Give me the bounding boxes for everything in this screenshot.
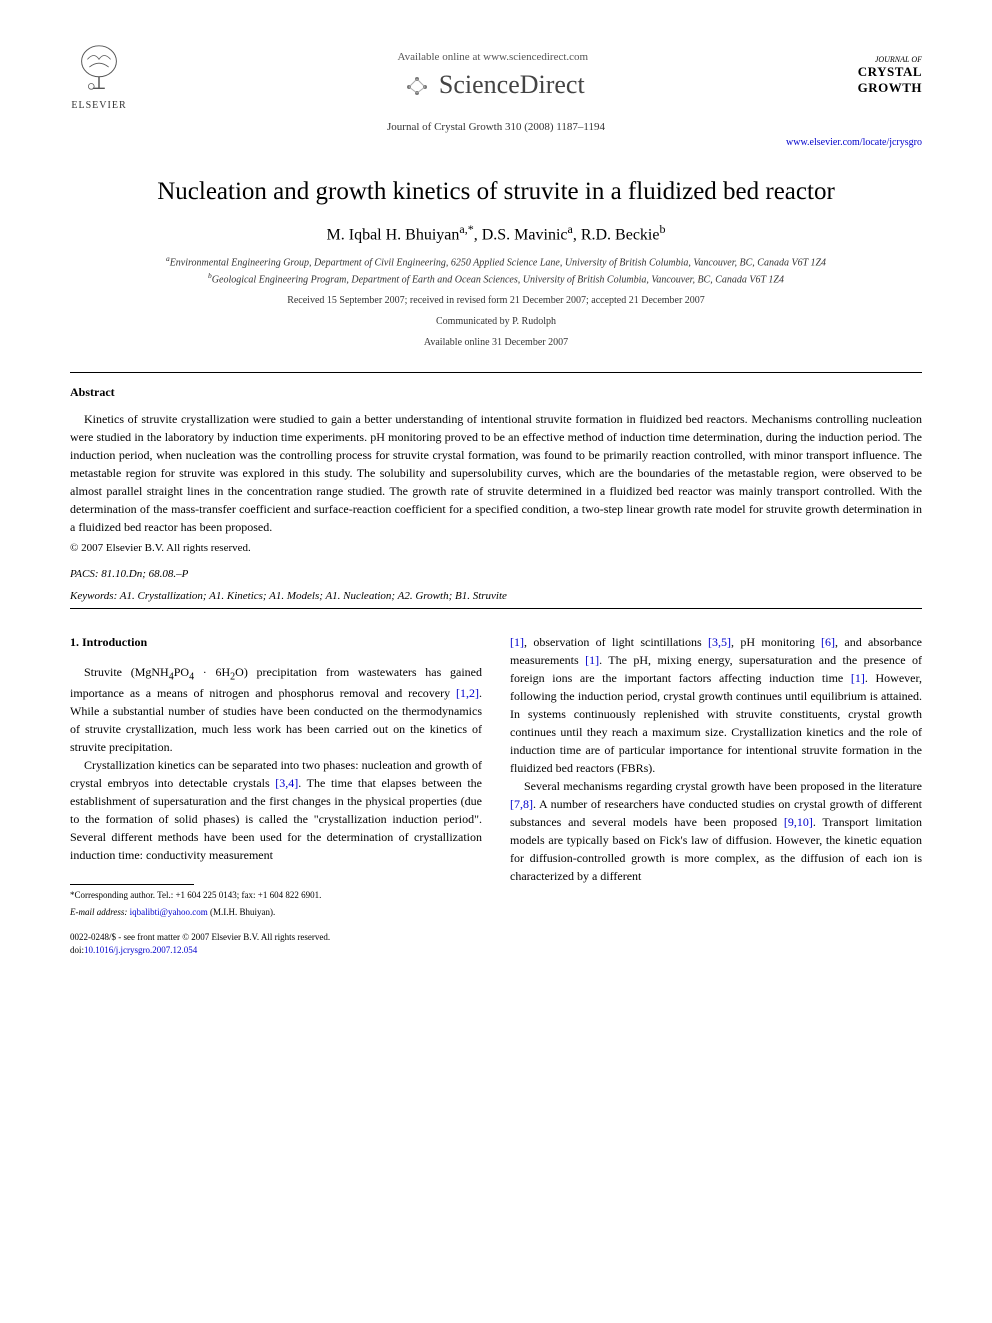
email-label: E-mail address: [70,907,127,917]
article-title: Nucleation and growth kinetics of struvi… [70,178,922,206]
dates-received: Received 15 September 2007; received in … [70,295,922,306]
divider-bottom [70,608,922,609]
left-column: 1. Introduction Struvite (MgNH4PO4 · 6H2… [70,633,482,958]
abstract-heading: Abstract [70,385,922,400]
affiliation-a: aEnvironmental Engineering Group, Depart… [70,254,922,268]
doi-line: doi:10.1016/j.jcrysgro.2007.12.054 [70,944,482,958]
para-left-1: Struvite (MgNH4PO4 · 6H2O) precipitation… [70,663,482,756]
abstract-text: Kinetics of struvite crystallization wer… [70,410,922,536]
ref-link[interactable]: [3,5] [708,635,731,649]
elsevier-label: ELSEVIER [71,100,126,111]
dates-available: Available online 31 December 2007 [70,337,922,348]
footnote-corresponding: *Corresponding author. Tel.: +1 604 225 … [70,889,482,902]
pacs-line: PACS: 81.10.Dn; 68.08.–P [70,568,922,580]
para-right-2: Several mechanisms regarding crystal gro… [510,777,922,885]
affiliation-b-text: Geological Engineering Program, Departme… [212,274,784,285]
para-left-2: Crystallization kinetics can be separate… [70,756,482,864]
center-header: Available online at www.sciencedirect.co… [128,51,858,101]
section-1-heading: 1. Introduction [70,633,482,651]
ref-link[interactable]: [6] [821,635,835,649]
ref-link[interactable]: [1] [510,635,524,649]
keywords-line: Keywords: A1. Crystallization; A1. Kinet… [70,590,922,602]
authors: M. Iqbal H. Bhuiyana,*, D.S. Mavinica, R… [70,222,922,244]
sciencedirect-text: ScienceDirect [439,70,585,100]
affiliation-b: bGeological Engineering Program, Departm… [70,271,922,285]
elsevier-tree-icon [70,40,128,98]
ref-link[interactable]: [1] [585,653,599,667]
ref-link[interactable]: [9,10] [784,815,813,829]
header-row: ELSEVIER Available online at www.science… [70,40,922,111]
footnote-email: E-mail address: iqbalibti@yahoo.com (M.I… [70,906,482,919]
sciencedirect-logo: ScienceDirect [128,69,858,101]
email-link[interactable]: iqbalibti@yahoo.com [130,907,208,917]
journal-link[interactable]: www.elsevier.com/locate/jcrysgro [70,137,922,148]
elsevier-logo: ELSEVIER [70,40,128,111]
doi-link[interactable]: 10.1016/j.jcrysgro.2007.12.054 [84,945,197,955]
para-right-1: [1], observation of light scintillations… [510,633,922,777]
copyright-line: © 2007 Elsevier B.V. All rights reserved… [70,542,922,554]
journal-logo: JOURNAL OF CRYSTALGROWTH [858,55,922,96]
ref-link[interactable]: [1] [851,671,865,685]
divider-top [70,372,922,373]
ref-link[interactable]: [1,2] [456,686,479,700]
two-column-body: 1. Introduction Struvite (MgNH4PO4 · 6H2… [70,633,922,958]
dates-communicated: Communicated by P. Rudolph [70,316,922,327]
sciencedirect-icon [401,69,433,101]
ref-link[interactable]: [7,8] [510,797,533,811]
journal-reference: Journal of Crystal Growth 310 (2008) 118… [70,121,922,133]
journal-logo-main: CRYSTALGROWTH [858,64,922,96]
ref-link[interactable]: [3,4] [275,776,298,790]
available-online-text: Available online at www.sciencedirect.co… [128,51,858,63]
right-column: [1], observation of light scintillations… [510,633,922,958]
footnote-divider [70,884,194,885]
issn-line: 0022-0248/$ - see front matter © 2007 El… [70,931,482,945]
journal-logo-top: JOURNAL OF [858,55,922,64]
email-who: (M.I.H. Bhuiyan). [210,907,275,917]
affiliation-a-text: Environmental Engineering Group, Departm… [170,258,826,269]
